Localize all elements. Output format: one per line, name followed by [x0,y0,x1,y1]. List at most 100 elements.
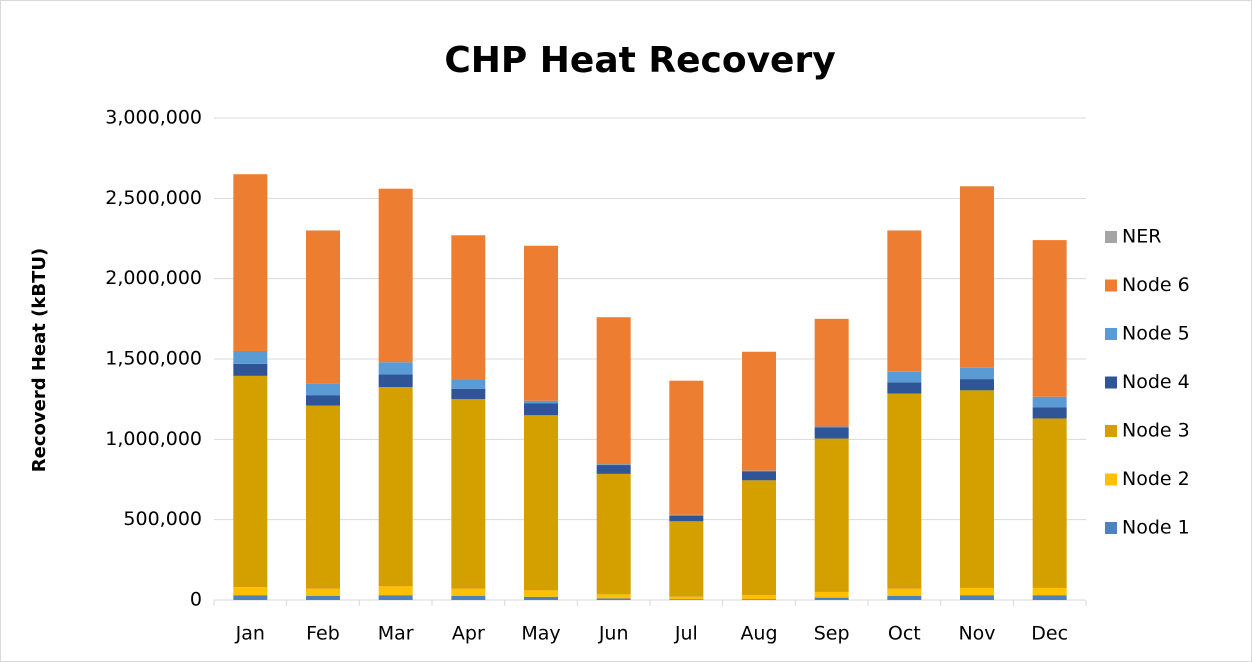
bar-segment [378,362,413,375]
bar-segment [887,595,922,600]
legend-swatch [1105,328,1117,340]
x-tick-label: Mar [378,623,414,645]
bar-segment [814,438,849,592]
legend-swatch [1105,473,1117,486]
bar-segment [960,390,994,588]
x-tick-label: Nov [958,623,995,645]
x-tick-label: Jul [674,623,698,645]
y-tick-label: 1,500,000 [105,348,202,370]
y-tick-label: 0 [190,589,202,611]
bar-segment [451,379,486,389]
legend-label: Node 5 [1122,323,1190,345]
bar-segment [742,595,776,600]
bar-segment [742,351,776,471]
y-tick-label: 2,500,000 [105,187,202,209]
bar-segment [1032,595,1067,600]
bar-segment [814,427,849,439]
legend-swatch [1105,279,1117,292]
legend-label: Node 3 [1122,420,1190,442]
bar-segment [451,388,486,400]
bar-segment [814,597,849,600]
bar-segment [306,595,340,600]
bar-segment [1032,240,1067,397]
chart-title: CHP Heat Recovery [444,40,835,81]
bar-segment [669,521,704,597]
bar-segment [669,514,704,516]
bar-segment [524,590,558,597]
bar-segment [669,380,704,515]
bar-segment [233,595,268,600]
bar-segment [524,403,558,416]
bar-segment [596,594,631,599]
x-tick-label: Sep [814,623,850,645]
bar-segment [960,587,994,596]
bar-segment [233,174,268,351]
bar-segment [378,595,413,600]
bar-segment [233,350,268,364]
legend-label: Node 1 [1122,517,1190,539]
legend-swatch [1105,522,1117,534]
x-tick-label: May [521,623,560,645]
bar-segment [742,471,776,481]
bar-segment [887,393,922,589]
bar-segment [233,375,268,588]
x-tick-label: Jan [235,623,265,645]
x-tick-label: Aug [740,623,777,645]
bar-segment [814,318,849,427]
bar-segment [742,599,776,600]
bar-segment [742,470,776,472]
bar-segment [524,596,558,600]
y-axis-label: Recoverd Heat (kBTU) [29,248,50,472]
bar-segment [814,426,849,428]
bar-segment [887,371,922,383]
bar-segment [887,230,922,372]
bar-segment [960,595,994,600]
bar-segment [524,245,558,401]
bar-segment [596,473,631,595]
bar-segment [233,587,268,596]
legend-label: Node 2 [1122,468,1190,490]
bar-segment [960,186,994,368]
bar-segment [596,464,631,466]
bar-segment [451,399,486,589]
bar-segment [378,188,413,363]
bar-segment [887,382,922,394]
bar-segment [1032,587,1067,596]
bar-segment [451,235,486,380]
bar-segment [1032,418,1067,588]
bar-segment [887,588,922,596]
legend-label: NER [1122,226,1161,248]
bar-segment [1032,396,1067,408]
bar-segment [306,230,340,384]
y-tick-label: 3,000,000 [105,107,202,129]
x-tick-label: Apr [452,623,485,645]
bar-segment [669,596,704,600]
bar-segment [306,383,340,396]
bar-segment [378,374,413,388]
bar-segment [960,367,994,380]
bar-segment [451,595,486,600]
bar-segment [378,586,413,596]
bar-segment [742,480,776,596]
y-tick-label: 1,000,000 [105,428,202,450]
bar-segment [596,598,631,600]
bar-segment [306,395,340,406]
bar-segment [596,465,631,474]
bar-segment [233,363,268,376]
bar-segment [1032,407,1067,419]
legend-swatch [1105,376,1117,389]
bar-segment [669,515,704,522]
legend-swatch [1105,425,1117,437]
bar-segment [378,387,413,587]
bar-segment [524,400,558,404]
bar-segment [814,591,849,598]
y-tick-label: 2,000,000 [105,267,202,289]
x-tick-label: Dec [1031,623,1068,645]
legend-label: Node 4 [1122,371,1190,393]
x-tick-label: Feb [306,623,340,645]
bar-segment [596,317,631,465]
y-tick-label: 500,000 [123,508,202,530]
x-tick-label: Jun [598,623,629,645]
bar-segment [960,379,994,391]
